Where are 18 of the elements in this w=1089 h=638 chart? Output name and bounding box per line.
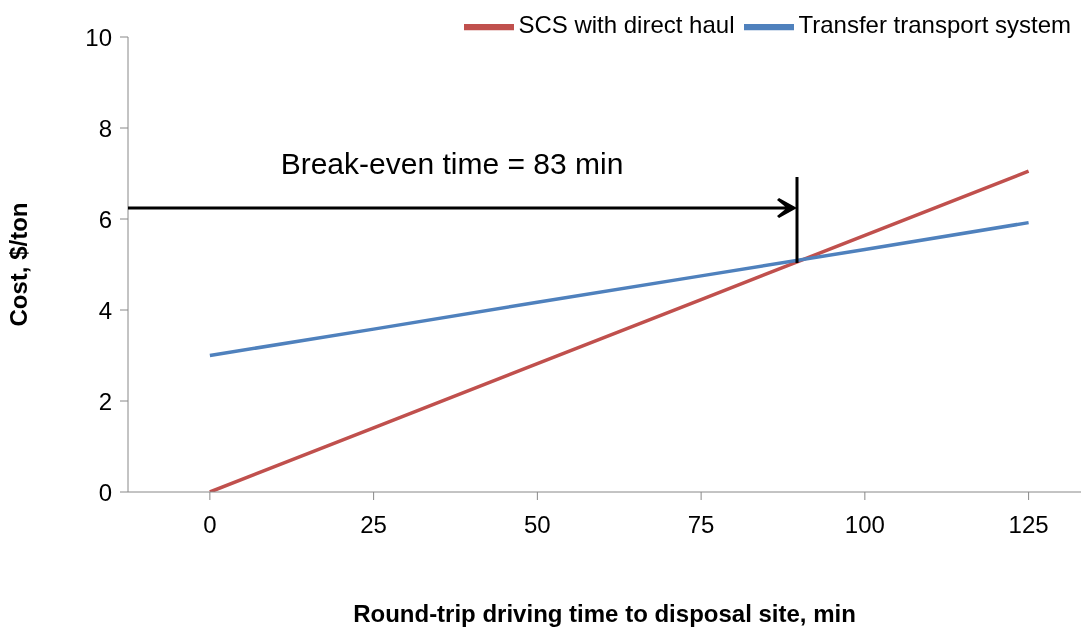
y-tick-label: 10	[85, 23, 112, 51]
y-axis-title: Cost, $/ton	[4, 202, 32, 327]
y-tick-label: 2	[98, 387, 112, 415]
x-tick-label: 0	[203, 511, 217, 539]
legend-label: SCS with direct haul	[518, 11, 735, 39]
legend-label: Transfer transport system	[798, 11, 1071, 39]
y-tick-label: 0	[98, 478, 112, 506]
x-tick-label: 125	[1008, 511, 1049, 539]
x-tick-label: 50	[524, 511, 551, 539]
y-tick-label: 6	[98, 205, 112, 233]
y-tick-label: 4	[98, 296, 112, 324]
x-tick-label: 25	[360, 511, 387, 539]
y-tick-label: 8	[98, 114, 112, 142]
x-axis-title: Round-trip driving time to disposal site, min	[353, 600, 856, 627]
x-tick-label: 75	[687, 511, 715, 539]
x-tick-label: 100	[844, 511, 885, 539]
annotation: Break-even time = 83 min	[280, 147, 624, 180]
line-series	[208, 220, 1031, 358]
